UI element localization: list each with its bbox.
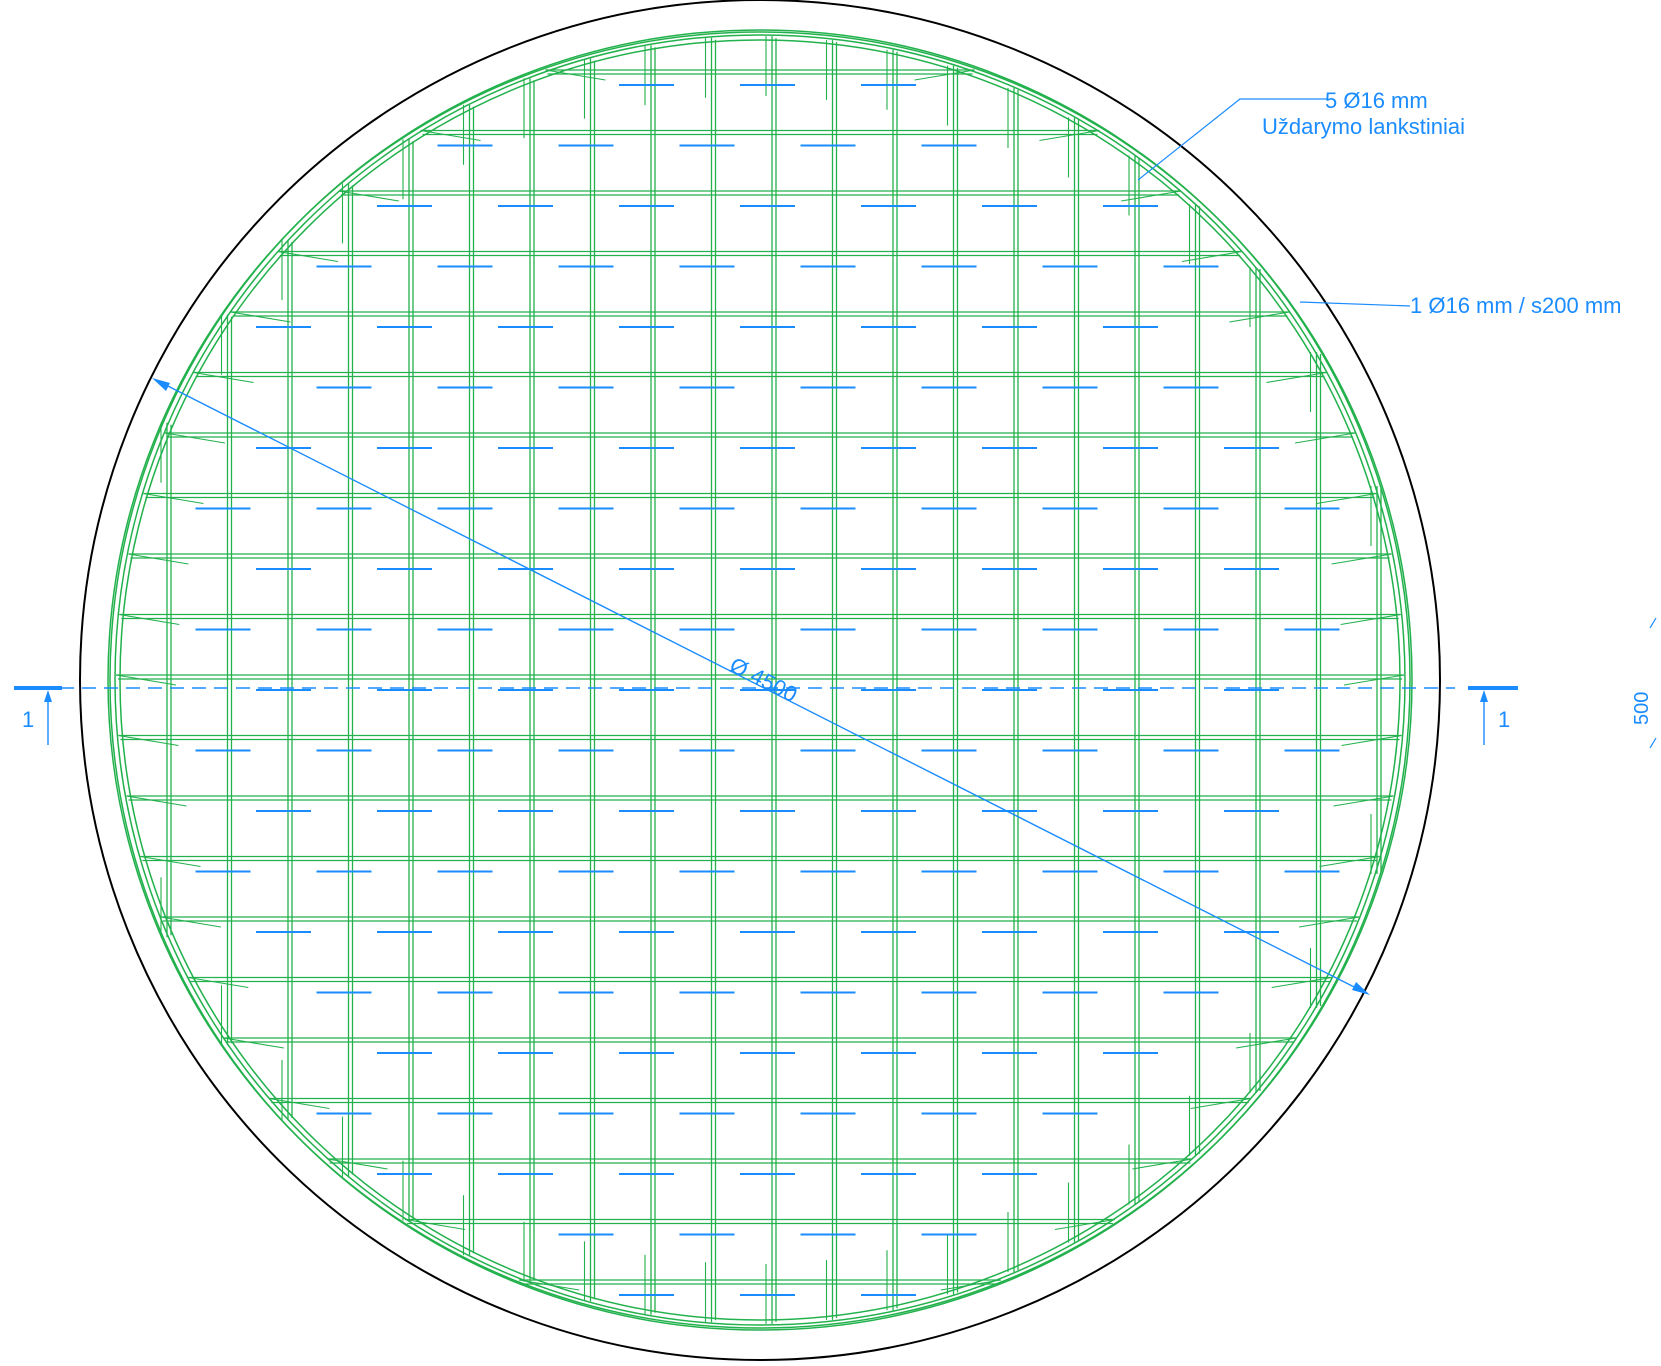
rebar-hook bbox=[1121, 190, 1182, 202]
diameter-arrowhead-start bbox=[152, 378, 170, 391]
rebar-hook bbox=[545, 69, 606, 81]
rebar-hook bbox=[1271, 976, 1332, 989]
rebar-hook bbox=[119, 613, 180, 626]
rebar-hook bbox=[1039, 129, 1100, 142]
rebar-hook bbox=[1319, 855, 1380, 868]
rebar-hook bbox=[115, 674, 177, 686]
rebar-hook bbox=[118, 734, 179, 747]
rebar-hook bbox=[1295, 432, 1356, 444]
rebar-hook bbox=[1333, 795, 1394, 807]
rebar-hook bbox=[188, 976, 249, 989]
rebar-hook bbox=[1340, 613, 1401, 626]
diameter-arrowhead-end bbox=[1352, 982, 1370, 995]
foundation-outline-circle bbox=[79, 0, 1441, 1361]
rebar-hook bbox=[230, 311, 291, 323]
side-dimension-tick-top bbox=[1649, 617, 1657, 629]
section-mark-left: 1 bbox=[22, 707, 34, 732]
side-dimension: 500 bbox=[1631, 617, 1657, 749]
diameter-dimension: Ø 4500 bbox=[152, 378, 1370, 995]
rebar-hook bbox=[914, 69, 975, 81]
rebar-hook bbox=[1182, 250, 1243, 263]
callout-mesh-bars-label: 1 Ø16 mm / s200 mm bbox=[1410, 293, 1622, 318]
rebar-hook bbox=[420, 129, 481, 142]
callout-closing-bars-line2: Uždarymo lankstiniai bbox=[1262, 114, 1465, 139]
rebar-hook bbox=[1054, 1218, 1115, 1231]
hoop-bar-inner bbox=[114, 34, 1406, 1326]
rebar-hook bbox=[405, 1218, 466, 1231]
side-dimension-tick-bottom bbox=[1649, 737, 1657, 749]
closing-hoop-bars bbox=[107, 29, 1413, 1331]
diameter-label: Ø 4500 bbox=[726, 652, 802, 707]
diameter-dimension-line bbox=[155, 379, 1367, 994]
rebar-hook bbox=[269, 1097, 330, 1110]
rebar-hook bbox=[1341, 734, 1402, 747]
hoop-bar-outer bbox=[109, 29, 1411, 1331]
callout-mesh-bars: 1 Ø16 mm / s200 mm bbox=[1299, 293, 1622, 318]
rebar-mesh bbox=[115, 36, 1405, 1324]
section-left-arrowhead bbox=[44, 690, 52, 702]
rebar-hook bbox=[338, 190, 399, 202]
rebar-hook bbox=[140, 855, 201, 868]
section-right-arrowhead bbox=[1480, 690, 1488, 702]
rebar-hook bbox=[143, 492, 204, 505]
rebar-hook bbox=[1331, 553, 1392, 565]
rebar-hook bbox=[164, 432, 225, 444]
callout-closing-bars-line1: 5 Ø16 mm bbox=[1325, 88, 1428, 113]
callout-closing-bars: 5 Ø16 mm Uždarymo lankstiniai bbox=[1137, 88, 1465, 181]
spacer-marks bbox=[195, 84, 1340, 1296]
rebar-hook bbox=[1190, 1097, 1251, 1110]
side-dimension-label: 500 bbox=[1631, 692, 1653, 725]
callout-closing-bars-leader bbox=[1137, 98, 1327, 181]
section-mark-right: 1 bbox=[1498, 707, 1510, 732]
rebar-hook bbox=[1316, 492, 1377, 505]
rebar-hook bbox=[1236, 1037, 1297, 1049]
rebar-hook bbox=[126, 795, 187, 807]
callout-mesh-bars-leader bbox=[1299, 301, 1411, 307]
rebar-hook bbox=[160, 916, 221, 928]
rebar-hook bbox=[193, 371, 254, 384]
section-line: 1 1 bbox=[14, 686, 1518, 745]
rebar-hook bbox=[1343, 674, 1405, 686]
rebar-hook bbox=[1229, 311, 1290, 323]
hoop-bar-second bbox=[119, 39, 1401, 1321]
rebar-hook bbox=[128, 553, 189, 565]
rebar-hook bbox=[277, 250, 338, 263]
hoop-bar-offset bbox=[107, 31, 1413, 1329]
rebar-hook bbox=[1299, 916, 1360, 928]
rebar-hook bbox=[1266, 371, 1327, 384]
rebar-hook bbox=[223, 1037, 284, 1049]
